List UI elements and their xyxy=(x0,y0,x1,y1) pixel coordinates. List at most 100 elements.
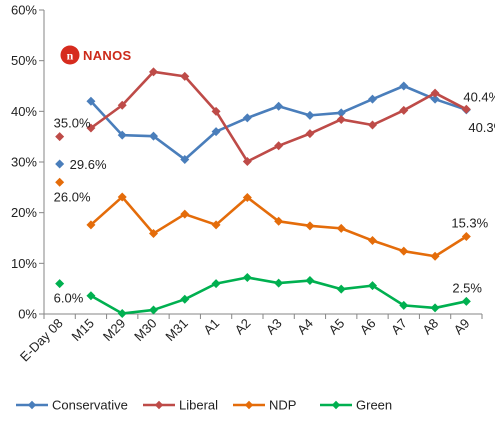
legend-item-green: Green xyxy=(320,398,392,413)
data-point xyxy=(149,67,158,77)
eday-data-label: 35.0% xyxy=(54,116,91,131)
data-point xyxy=(368,120,377,130)
data-point xyxy=(86,96,96,106)
series-liberal xyxy=(55,67,471,166)
data-point xyxy=(149,228,158,238)
series-ndp xyxy=(55,177,471,261)
y-tick-label: 30% xyxy=(11,155,37,170)
data-point xyxy=(461,104,471,114)
data-point xyxy=(211,127,221,137)
legend-item-ndp: NDP xyxy=(233,398,296,413)
logo-badge-icon xyxy=(60,45,80,65)
final-data-label: 2.5% xyxy=(452,280,482,295)
y-tick-label: 10% xyxy=(11,256,37,271)
x-tick-label: M31 xyxy=(162,316,190,344)
data-point xyxy=(242,156,252,166)
data-point xyxy=(305,221,315,231)
data-point xyxy=(180,154,190,164)
data-point xyxy=(180,71,190,81)
data-point xyxy=(399,105,409,115)
data-point xyxy=(399,300,409,310)
legend-marker xyxy=(331,400,341,410)
y-tick-label: 50% xyxy=(11,53,37,68)
legend-marker xyxy=(244,400,254,410)
data-point xyxy=(86,291,96,301)
chart-series xyxy=(55,67,471,318)
data-point xyxy=(86,123,96,133)
x-tick-label: A1 xyxy=(200,316,222,338)
data-point xyxy=(55,177,65,187)
logo-badge-glyph: n xyxy=(67,49,74,63)
data-point xyxy=(399,81,409,91)
x-tick-label: A7 xyxy=(388,316,410,338)
data-point xyxy=(274,278,284,288)
data-point xyxy=(117,100,127,110)
data-point xyxy=(305,276,315,286)
x-tick-label: A4 xyxy=(294,316,316,338)
data-point xyxy=(180,294,190,304)
legend-marker xyxy=(154,400,164,410)
data-point xyxy=(336,108,346,118)
x-tick-label: A9 xyxy=(451,316,473,338)
data-point xyxy=(399,246,409,256)
data-point xyxy=(211,279,221,289)
data-point xyxy=(86,220,96,230)
legend-label: Conservative xyxy=(52,398,128,413)
data-point xyxy=(368,94,377,104)
data-point xyxy=(274,141,284,151)
data-point xyxy=(55,132,65,142)
data-point xyxy=(274,101,284,111)
data-point xyxy=(149,305,158,315)
series-line xyxy=(90,195,468,258)
logo-wordmark: NANOS xyxy=(83,48,131,63)
logo: n NANOS xyxy=(60,45,131,65)
x-tick-label: A3 xyxy=(263,316,285,338)
chart-legend: Conservative Liberal NDP Green xyxy=(16,398,392,413)
final-data-label: 40.3% xyxy=(468,120,495,135)
data-point xyxy=(430,303,440,313)
data-point xyxy=(242,273,252,283)
legend-label: Liberal xyxy=(179,398,218,413)
y-tick-label: 60% xyxy=(11,3,37,18)
data-point xyxy=(305,129,315,139)
data-point xyxy=(242,192,252,202)
final-data-label: 40.4% xyxy=(463,89,495,104)
x-tick-label: M29 xyxy=(100,316,128,344)
x-tick-label: E-Day 08 xyxy=(17,316,66,365)
x-tick-label: M30 xyxy=(131,316,159,344)
final-data-label: 15.3% xyxy=(451,215,488,230)
eday-data-label: 26.0% xyxy=(54,189,91,204)
data-point xyxy=(430,88,440,98)
y-tick-label: 0% xyxy=(18,307,37,322)
data-point xyxy=(336,223,346,233)
y-tick-label: 20% xyxy=(11,205,37,220)
data-point xyxy=(336,114,346,124)
data-point xyxy=(430,251,440,261)
data-point xyxy=(211,106,221,116)
data-point xyxy=(368,281,377,291)
legend-item-liberal: Liberal xyxy=(143,398,218,413)
x-tick-label: A2 xyxy=(232,316,254,338)
data-point xyxy=(242,113,252,123)
chart-axes: 0% 10% 20% 30% 40% 50% 60% E-Day 08 M15 M29 M30 M31… xyxy=(11,3,483,365)
data-point xyxy=(336,284,346,294)
legend-item-conservative: Conservative xyxy=(16,398,128,413)
data-point xyxy=(149,131,158,141)
series-conservative xyxy=(55,81,471,169)
series-green xyxy=(55,273,471,318)
eday-data-label: 29.6% xyxy=(70,157,107,172)
data-point xyxy=(180,209,190,219)
data-point xyxy=(117,192,127,202)
data-point xyxy=(461,231,471,241)
eday-data-label: 6.0% xyxy=(54,291,84,306)
data-point xyxy=(117,308,127,318)
data-point xyxy=(55,279,65,289)
data-point xyxy=(211,220,221,230)
data-point xyxy=(55,159,65,169)
data-point xyxy=(274,216,284,226)
data-point xyxy=(430,94,440,104)
x-tick-label: A6 xyxy=(357,316,379,338)
data-point xyxy=(368,236,377,246)
x-tick-label: M15 xyxy=(69,316,97,344)
data-point xyxy=(305,110,315,120)
